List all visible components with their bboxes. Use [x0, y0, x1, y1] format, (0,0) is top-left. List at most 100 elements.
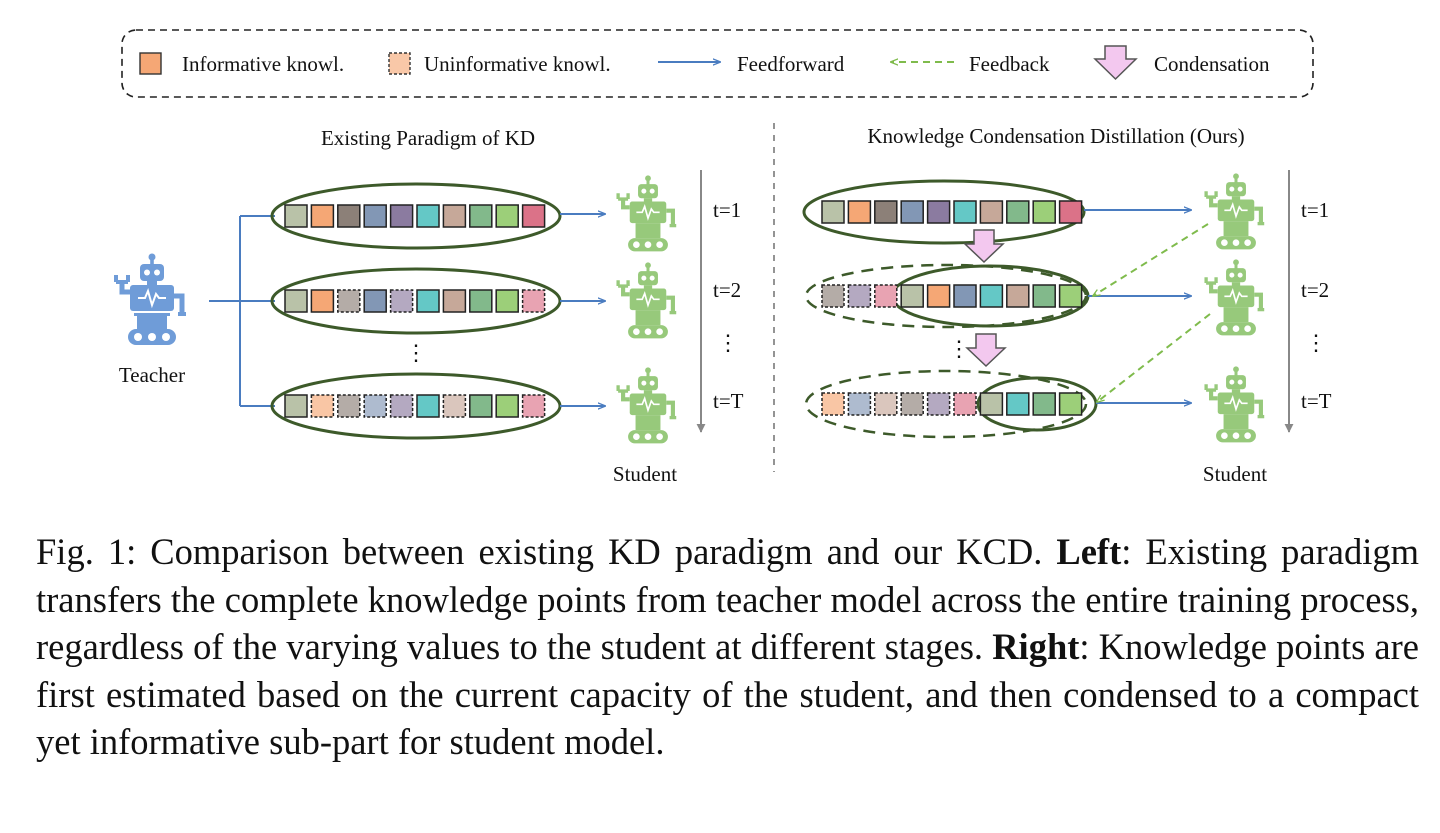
informative-block — [821, 200, 845, 224]
teacher-robot-icon — [114, 253, 186, 345]
uninformative-block — [337, 289, 361, 313]
uninformative-block — [847, 284, 872, 308]
right-row-t2 — [821, 284, 1083, 308]
right-tT-label: t=T — [1301, 389, 1332, 413]
informative-block — [310, 204, 335, 228]
right-vdots-time: ⋮ — [1305, 330, 1327, 355]
informative-block — [389, 204, 414, 228]
informative-block — [469, 394, 493, 418]
informative-block — [1006, 284, 1030, 308]
informative-block — [469, 289, 493, 313]
teacher-connector — [209, 215, 275, 407]
legend: Informative knowl. Uninformative knowl. … — [121, 29, 1314, 98]
uninformative-block — [821, 392, 845, 416]
informative-block — [847, 200, 872, 224]
left-student-robot-icon-t1 — [616, 175, 677, 252]
right-t1-label: t=1 — [1301, 198, 1329, 222]
figure-caption: Fig. 1: Comparison between existing KD p… — [36, 528, 1419, 766]
informative-block — [363, 204, 387, 228]
informative-block — [953, 284, 977, 308]
informative-block — [953, 200, 977, 224]
caption-fig-label: Fig. 1: — [36, 531, 137, 572]
informative-block — [284, 394, 308, 418]
informative-block — [1006, 392, 1030, 416]
legend-feedforward-label: Feedforward — [737, 52, 845, 76]
left-student-robot-icon-t2 — [616, 262, 677, 339]
right-panel-title: Knowledge Condensation Distillation (Our… — [867, 124, 1244, 148]
informative-block — [416, 394, 440, 418]
left-row-t1 — [284, 204, 546, 228]
condensation-arrow-icon-2 — [965, 333, 1007, 368]
right-student-robot-icon-t1 — [1204, 173, 1265, 250]
informative-block — [926, 200, 951, 224]
informative-block — [979, 284, 1004, 308]
right-row-tT — [821, 392, 1083, 416]
caption-right-bold: Right — [992, 626, 1080, 667]
informative-block — [979, 200, 1004, 224]
informative-block — [979, 392, 1004, 416]
uninformative-block — [337, 394, 361, 418]
legend-uninformative-label: Uninformative knowl. — [424, 52, 611, 76]
informative-block — [442, 204, 467, 228]
uninformative-block — [521, 394, 546, 418]
informative-block — [495, 204, 519, 228]
informative-block — [416, 289, 440, 313]
informative-block — [495, 289, 519, 313]
caption-text-2: : Existing paradigm transfers the comple… — [36, 531, 1419, 667]
uninformative-block — [389, 289, 414, 313]
informative-block — [900, 200, 924, 224]
left-student-label: Student — [613, 462, 677, 486]
informative-block — [874, 200, 898, 224]
informative-block — [337, 204, 361, 228]
informative-block — [284, 289, 308, 313]
uninformative-block — [926, 392, 951, 416]
uninformative-block — [363, 394, 387, 418]
right-row-vdots: ⋮ — [948, 336, 970, 361]
caption-text-1: Comparison between existing KD paradigm … — [136, 531, 1057, 572]
right-feedback-arrow-1 — [1093, 223, 1209, 296]
informative-block — [900, 284, 924, 308]
legend-informative-label: Informative knowl. — [182, 52, 344, 76]
informative-block — [926, 284, 951, 308]
informative-block — [1032, 392, 1056, 416]
uninformative-block — [310, 394, 335, 418]
informative-block — [1032, 200, 1056, 224]
informative-block — [495, 394, 519, 418]
informative-block — [1058, 284, 1083, 308]
uninformative-block — [874, 284, 898, 308]
uninformative-block — [847, 392, 872, 416]
uninformative-block — [874, 392, 898, 416]
informative-block — [442, 289, 467, 313]
informative-block — [469, 204, 493, 228]
informative-block — [310, 289, 335, 313]
left-student-robot-icon-tT — [616, 367, 677, 444]
right-t2-label: t=2 — [1301, 278, 1329, 302]
right-ellipse-t1 — [802, 179, 1086, 245]
left-panel-title: Existing Paradigm of KD — [321, 126, 535, 150]
uninformative-block — [442, 394, 467, 418]
uninformative-block — [821, 284, 845, 308]
condensation-arrow-icon-1 — [963, 229, 1005, 264]
informative-block — [1032, 284, 1056, 308]
informative-block — [284, 204, 308, 228]
left-ellipse-t1 — [270, 182, 562, 250]
legend-feedback-label: Feedback — [969, 52, 1050, 76]
left-tT-label: t=T — [713, 389, 744, 413]
legend-border — [121, 29, 1314, 98]
legend-condensation-label: Condensation — [1154, 52, 1270, 76]
left-vdots-time: ⋮ — [717, 330, 739, 355]
informative-swatch — [139, 52, 162, 75]
right-row-t1 — [821, 200, 1083, 224]
informative-block — [363, 289, 387, 313]
right-student-robot-icon-t2 — [1204, 259, 1265, 336]
left-row-t2 — [284, 289, 546, 313]
right-ellipse-t2-outer — [804, 263, 1088, 329]
caption-text-3: : Knowledge points are first estimated b… — [36, 626, 1419, 762]
condensation-arrow-icon — [1093, 45, 1138, 81]
uninformative-block — [521, 289, 546, 313]
right-ellipse-tT-outer — [804, 369, 1088, 439]
informative-block — [521, 204, 546, 228]
teacher-label: Teacher — [119, 363, 185, 387]
kcd-figure: Informative knowl. Uninformative knowl. … — [114, 29, 1332, 486]
left-t1-label: t=1 — [713, 198, 741, 222]
